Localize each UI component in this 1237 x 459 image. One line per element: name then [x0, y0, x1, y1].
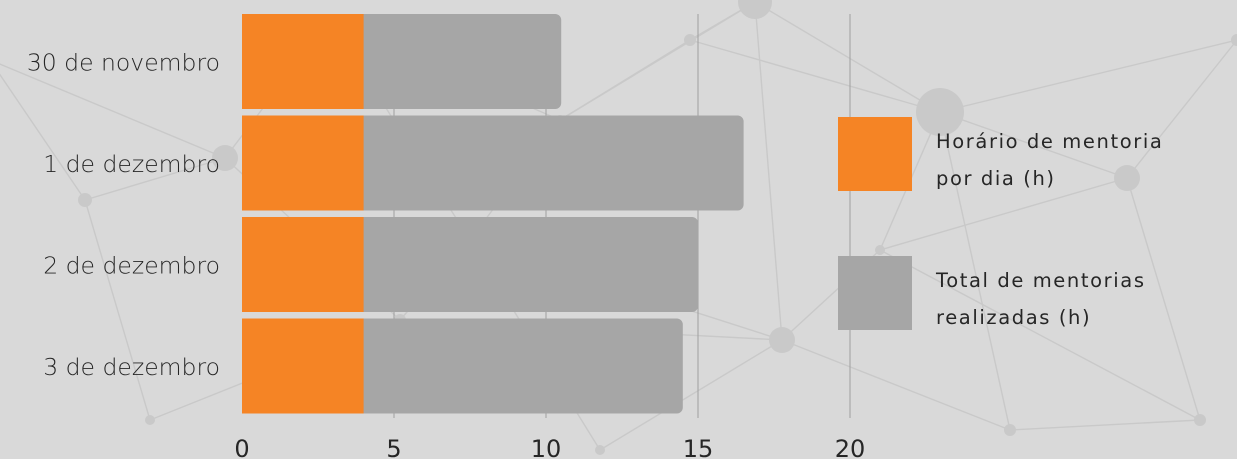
network-line	[754, 1, 783, 341]
legend-label-0-line-1: por dia (h)	[936, 167, 1056, 190]
x-tick-labels: 0 5 10 15 20	[234, 435, 865, 459]
network-line	[1009, 419, 1201, 431]
bar-total-1	[241, 115, 744, 211]
legend-swatch-1	[838, 256, 912, 330]
bar-daily-3	[242, 318, 364, 414]
bar-daily-1	[242, 115, 364, 211]
network-node	[595, 445, 605, 455]
network-line	[599, 339, 783, 451]
network-node	[916, 88, 964, 136]
bar-daily-0	[242, 14, 364, 109]
network-line	[939, 111, 1011, 431]
network-line	[781, 339, 1011, 431]
bar-daily-2	[242, 217, 364, 312]
category-label-1: 1 de dezembro	[43, 150, 220, 178]
network-node	[1004, 424, 1016, 436]
network-node	[1114, 165, 1140, 191]
network-line	[879, 177, 1128, 251]
network-node	[212, 145, 238, 171]
network-line	[1126, 39, 1237, 179]
network-line	[84, 157, 226, 201]
network-node	[738, 0, 772, 19]
network-line	[754, 1, 941, 113]
network-node	[1231, 34, 1237, 46]
network-line	[939, 39, 1237, 113]
network-line	[939, 111, 1128, 179]
x-tick-label-20: 20	[835, 435, 866, 459]
network-node	[684, 34, 696, 46]
x-tick-label-10: 10	[531, 435, 562, 459]
x-tick-label-15: 15	[683, 435, 714, 459]
category-labels: 30 de novembro 1 de dezembro 2 de dezembro…	[27, 49, 220, 382]
x-tick-label-0: 0	[234, 435, 249, 459]
network-node	[875, 245, 885, 255]
category-label-2: 2 de dezembro	[43, 252, 220, 280]
legend-label-1-line-0: Total de mentorias	[935, 269, 1146, 292]
legend-label-1-line-1: realizadas (h)	[936, 306, 1091, 329]
legend-label-0-line-0: Horário de mentoria	[936, 130, 1163, 153]
network-line	[879, 249, 1201, 421]
legend: Horário de mentoria por dia (h) Total de m…	[838, 117, 1163, 330]
network-line	[1126, 177, 1201, 421]
legend-entry-1: Total de mentorias realizadas (h)	[838, 256, 1146, 330]
legend-swatch-0	[838, 117, 912, 191]
network-line	[84, 199, 151, 421]
network-node	[769, 327, 795, 353]
network-line	[559, 1, 756, 121]
x-tick-label-5: 5	[386, 435, 401, 459]
network-node	[78, 193, 92, 207]
bars	[241, 14, 744, 414]
category-label-3: 3 de dezembro	[43, 353, 220, 381]
category-label-0: 30 de novembro	[27, 49, 220, 77]
network-node	[1194, 414, 1206, 426]
network-line	[0, 63, 226, 159]
network-node	[145, 415, 155, 425]
network-line	[0, 73, 86, 201]
network-line	[689, 39, 941, 113]
legend-entry-0: Horário de mentoria por dia (h)	[838, 117, 1163, 191]
